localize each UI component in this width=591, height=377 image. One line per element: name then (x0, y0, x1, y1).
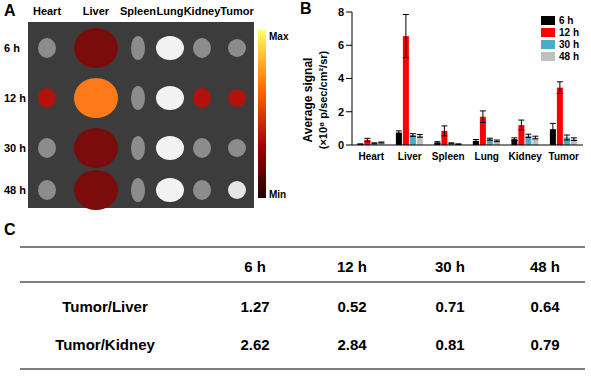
svg-text:6 h: 6 h (4, 42, 20, 54)
svg-text:1.27: 1.27 (240, 298, 269, 315)
html-text:B: B (300, 0, 312, 17)
svg-text:30 h: 30 h (4, 142, 26, 154)
svg-text:6 h: 6 h (244, 258, 266, 275)
svg-text:0.71: 0.71 (435, 298, 464, 315)
svg-text:Kidney: Kidney (184, 5, 222, 17)
svg-text:C: C (4, 221, 16, 238)
svg-text:Tumor/Liver: Tumor/Liver (62, 298, 148, 315)
svg-text:2: 2 (338, 106, 344, 118)
svg-text:Tumor/Kidney: Tumor/Kidney (55, 336, 155, 353)
svg-text:2.62: 2.62 (240, 336, 269, 353)
svg-text:Tumor: Tumor (220, 5, 254, 17)
svg-text:0: 0 (338, 139, 344, 151)
svg-text:Lung: Lung (475, 151, 499, 162)
svg-text:Heart: Heart (33, 5, 61, 17)
html-text:48 h: 48 h (559, 50, 579, 62)
svg-text:48 h: 48 h (530, 258, 560, 275)
svg-text:Liver: Liver (398, 151, 422, 162)
svg-text:0.52: 0.52 (337, 298, 366, 315)
svg-text:0.79: 0.79 (530, 336, 559, 353)
svg-text:0.64: 0.64 (530, 298, 560, 315)
svg-text:6: 6 (338, 39, 344, 51)
svg-text:Spleen: Spleen (120, 5, 156, 17)
svg-text:A: A (4, 2, 16, 19)
svg-text:Average signal: Average signal (301, 58, 315, 143)
svg-text:(×10⁸ p/sec/cm²/sr): (×10⁸ p/sec/cm²/sr) (317, 50, 329, 149)
svg-text:12 h: 12 h (4, 92, 26, 104)
svg-text:2.84: 2.84 (337, 336, 367, 353)
html-text:12 h: 12 h (559, 26, 579, 38)
svg-text:Min: Min (269, 189, 286, 200)
svg-text:Tumor: Tumor (549, 151, 579, 162)
html-text:30 h: 30 h (559, 38, 579, 50)
svg-text:Liver: Liver (83, 5, 110, 17)
svg-text:30 h: 30 h (435, 258, 465, 275)
svg-text:Spleen: Spleen (432, 151, 465, 162)
svg-text:Lung: Lung (157, 5, 184, 17)
svg-text:4: 4 (338, 72, 345, 84)
svg-text:48 h: 48 h (4, 184, 26, 196)
svg-text:Heart: Heart (358, 151, 384, 162)
svg-text:Kidney: Kidney (509, 151, 543, 162)
svg-text:0.81: 0.81 (435, 336, 464, 353)
html-text:6 h: 6 h (559, 14, 574, 26)
svg-text:Max: Max (269, 31, 289, 42)
svg-text:12 h: 12 h (337, 258, 367, 275)
svg-text:8: 8 (338, 6, 344, 18)
